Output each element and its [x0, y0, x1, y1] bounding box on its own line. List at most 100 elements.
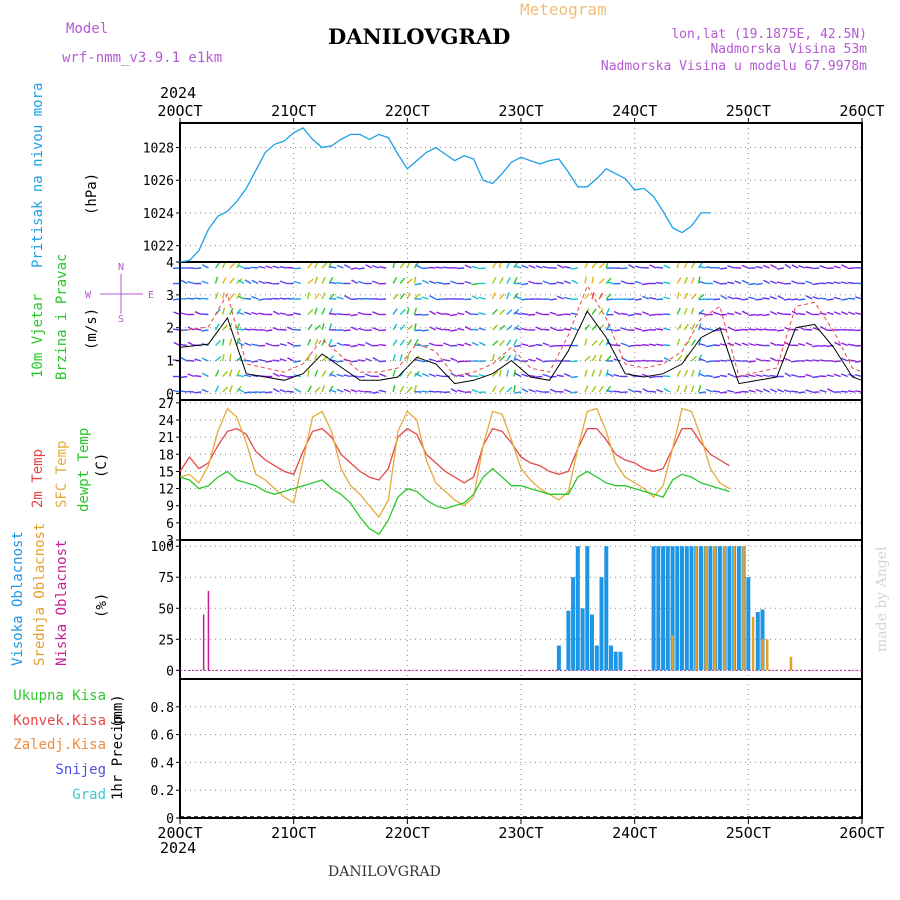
wind-barb: [251, 374, 259, 378]
wind-barb: [491, 292, 496, 300]
wind-barb: [840, 298, 848, 301]
wind-barb: [201, 297, 209, 300]
compass-n: N: [118, 262, 124, 273]
wind-barb: [584, 293, 590, 300]
wind-barb: [727, 326, 735, 331]
elevation-text: Nadmorska Visina 53m: [710, 42, 867, 57]
wind-barb: [258, 280, 266, 285]
wind-barb: [513, 338, 518, 346]
wind-barb: [406, 292, 411, 300]
cloud-bar: [609, 645, 613, 671]
wind-barb: [683, 307, 688, 315]
wind-barb: [471, 328, 479, 331]
wind-barb: [173, 311, 181, 316]
wind-barb: [350, 326, 358, 331]
wind-barb: [819, 265, 827, 269]
wind-barb: [697, 354, 703, 362]
wind-barb: [499, 293, 505, 300]
cloud-bar: [671, 635, 674, 671]
wind-barb: [172, 328, 181, 331]
wind-barb: [584, 385, 589, 393]
wind-barb: [763, 279, 770, 285]
wind-barb: [457, 343, 465, 347]
wind-barb: [535, 343, 543, 347]
wind-barb: [328, 385, 334, 393]
wind-barb: [428, 390, 436, 393]
year-top: 2024: [160, 84, 196, 102]
wind-barb: [570, 267, 578, 270]
wind-barb: [329, 389, 337, 393]
wind-barb: [464, 325, 472, 331]
wind-barb: [514, 295, 522, 300]
wind-barb: [556, 313, 564, 317]
wind-barb: [194, 375, 202, 378]
wind-barb: [855, 374, 863, 378]
wind-barb: [620, 280, 628, 285]
wind-barb: [272, 388, 280, 393]
wind-barb: [307, 369, 310, 377]
cloud-ytick-label: 75: [158, 571, 174, 586]
wind-barb: [343, 374, 351, 378]
wind-barb: [542, 265, 550, 269]
wind-barb: [776, 281, 784, 285]
wind-barb: [365, 264, 373, 269]
wind-barb: [584, 338, 588, 346]
wind-barb: [491, 276, 497, 284]
wind-barb: [613, 310, 621, 316]
wind-barb: [307, 291, 310, 300]
wind-barb: [499, 324, 506, 331]
wind-barb: [697, 276, 701, 284]
wind-barb: [819, 344, 827, 347]
wind-barb: [421, 296, 429, 300]
wind-barb: [357, 343, 365, 347]
wind-barb: [556, 295, 564, 300]
wind-barb: [833, 373, 841, 378]
wind-barb: [336, 373, 344, 378]
wind-barb: [237, 279, 245, 285]
wind-barb: [741, 390, 749, 393]
cloud-bar: [704, 546, 707, 671]
wind-barb: [435, 360, 443, 363]
cloud-bar: [556, 645, 561, 671]
wind-barb: [499, 277, 504, 284]
wind-barb: [265, 391, 273, 394]
wind-barb: [598, 339, 604, 346]
wind-barb: [413, 307, 418, 315]
wind-barb: [748, 360, 756, 363]
wind-barb: [229, 385, 233, 393]
wind-barb: [606, 372, 614, 378]
wind-barb: [755, 357, 763, 362]
cloud-bar: [766, 639, 769, 671]
wind-barb: [521, 298, 529, 301]
wind-barb: [642, 388, 650, 393]
wind-barb: [279, 389, 287, 393]
wind-barb: [791, 264, 799, 269]
wind-barb: [272, 265, 280, 269]
wind-barb: [421, 313, 429, 316]
wind-barb: [542, 328, 550, 331]
time-label-bottom: 22OCT: [385, 824, 430, 842]
wind-barb: [734, 297, 742, 300]
wind-barb: [812, 375, 820, 379]
wind-barb: [720, 391, 728, 394]
wind-barb: [705, 360, 713, 363]
wind-barb: [649, 264, 657, 269]
compass-rose: N W E S: [85, 262, 154, 325]
wind-barb: [471, 375, 479, 378]
temperature-ytick-label: 18: [158, 448, 174, 463]
wind-barb: [627, 313, 635, 317]
wind-barb: [641, 329, 649, 332]
wind-barb: [392, 293, 399, 300]
wind-barb: [634, 265, 642, 269]
wind-barb: [392, 308, 398, 315]
wind-barb: [690, 369, 695, 377]
wind-barb: [598, 262, 605, 269]
wind-barb: [705, 266, 713, 269]
wind-barb: [676, 323, 682, 331]
wind-barb: [329, 265, 337, 269]
wind-barb: [648, 297, 657, 300]
wind-barb: [598, 385, 604, 393]
pressure-ytick-label: 1024: [143, 207, 174, 222]
wind-barb: [528, 388, 536, 393]
wind-barb: [598, 308, 604, 315]
